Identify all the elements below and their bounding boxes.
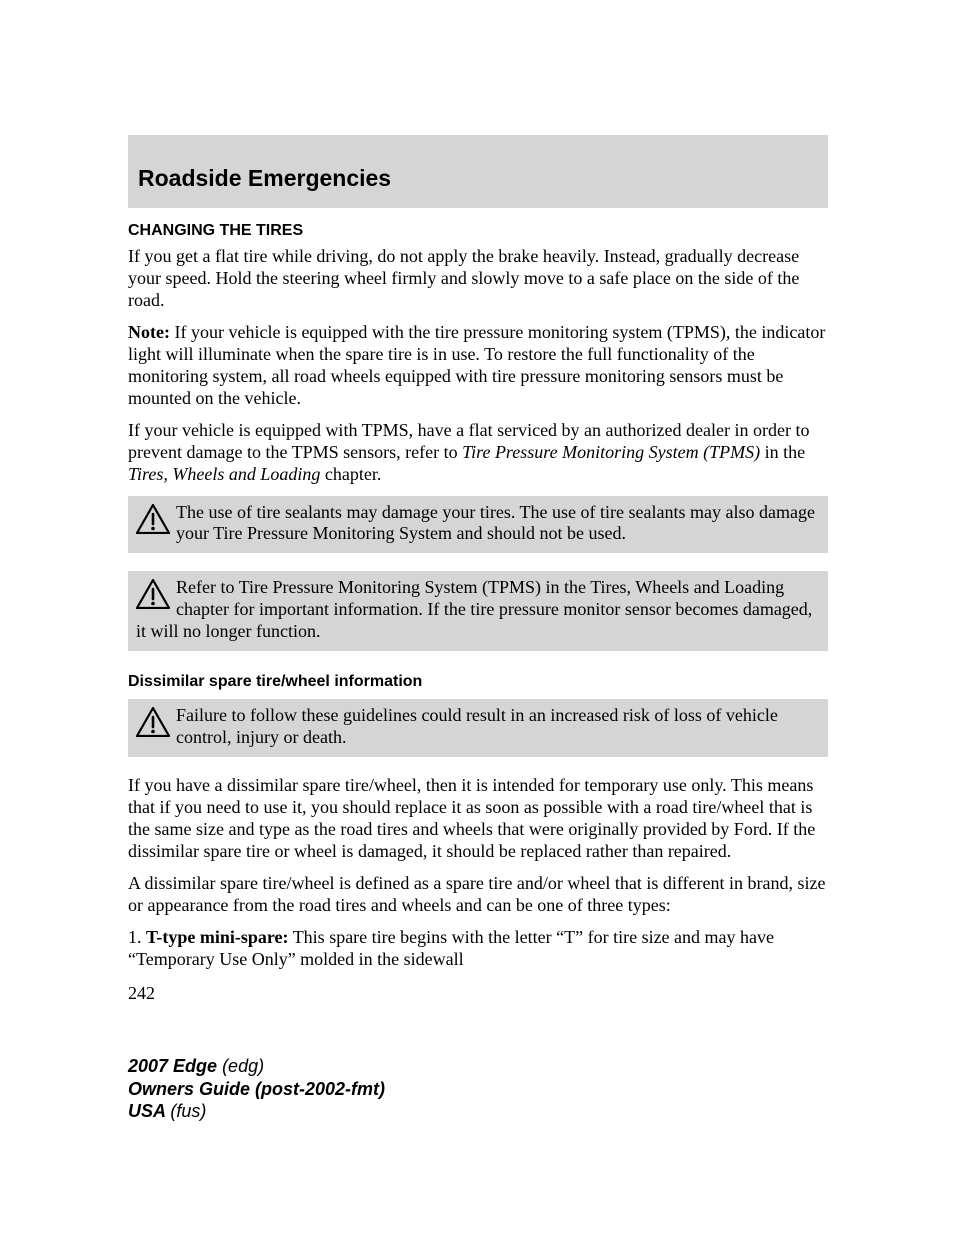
footer-line: USA (fus) — [128, 1100, 828, 1123]
list-number: 1. — [128, 927, 146, 947]
text-italic: Tires, Wheels and Loading — [590, 577, 784, 597]
text-run: in the — [541, 577, 590, 597]
page-title: Roadside Emergencies — [138, 165, 828, 192]
warning-text: The use of tire sealants may damage your… — [176, 502, 815, 544]
footer-ital: (edg) — [222, 1056, 264, 1076]
note-text: If your vehicle is equipped with the tir… — [128, 322, 825, 408]
warning-text: Failure to follow these guidelines could… — [176, 705, 778, 747]
footer-bold: 2007 Edge — [128, 1056, 222, 1076]
text-run: chapter for important information. If th… — [136, 599, 812, 641]
warning-triangle-icon — [136, 707, 170, 737]
header-band: Roadside Emergencies — [128, 135, 828, 208]
body-paragraph: 1. T-type mini-spare: This spare tire be… — [128, 927, 828, 971]
subsection-heading: Dissimilar spare tire/wheel information — [128, 673, 828, 691]
page-number: 242 — [128, 983, 828, 1004]
body-paragraph: A dissimilar spare tire/wheel is defined… — [128, 873, 828, 917]
document-page: Roadside Emergencies CHANGING THE TIRES … — [128, 135, 828, 1004]
warning-triangle-icon — [136, 579, 170, 609]
section-heading: CHANGING THE TIRES — [128, 222, 828, 240]
text-run: Refer to — [176, 577, 239, 597]
footer-bold: USA — [128, 1101, 170, 1121]
warning-box: Failure to follow these guidelines could… — [128, 699, 828, 757]
footer-line: 2007 Edge (edg) — [128, 1055, 828, 1078]
body-paragraph: If you have a dissimilar spare tire/whee… — [128, 775, 828, 863]
footer-ital: (fus) — [170, 1101, 206, 1121]
text-italic: Tire Pressure Monitoring System (TPMS) — [239, 577, 541, 597]
text-italic: Tires, Wheels and Loading — [128, 464, 320, 484]
body-paragraph: Note: If your vehicle is equipped with t… — [128, 322, 828, 410]
footer-line: Owners Guide (post-2002-fmt) — [128, 1078, 828, 1101]
text-run: chapter. — [320, 464, 381, 484]
warning-box: The use of tire sealants may damage your… — [128, 496, 828, 554]
footer-block: 2007 Edge (edg) Owners Guide (post-2002-… — [128, 1055, 828, 1123]
text-italic: Tire Pressure Monitoring System (TPMS) — [462, 442, 760, 462]
footer-bold: Owners Guide (post-2002-fmt) — [128, 1079, 385, 1099]
body-paragraph: If you get a flat tire while driving, do… — [128, 246, 828, 312]
body-paragraph: If your vehicle is equipped with TPMS, h… — [128, 420, 828, 486]
text-run: in the — [760, 442, 805, 462]
warning-triangle-icon — [136, 504, 170, 534]
note-label: Note: — [128, 322, 170, 342]
list-term: T-type mini-spare: — [146, 927, 289, 947]
warning-box: Refer to Tire Pressure Monitoring System… — [128, 571, 828, 651]
